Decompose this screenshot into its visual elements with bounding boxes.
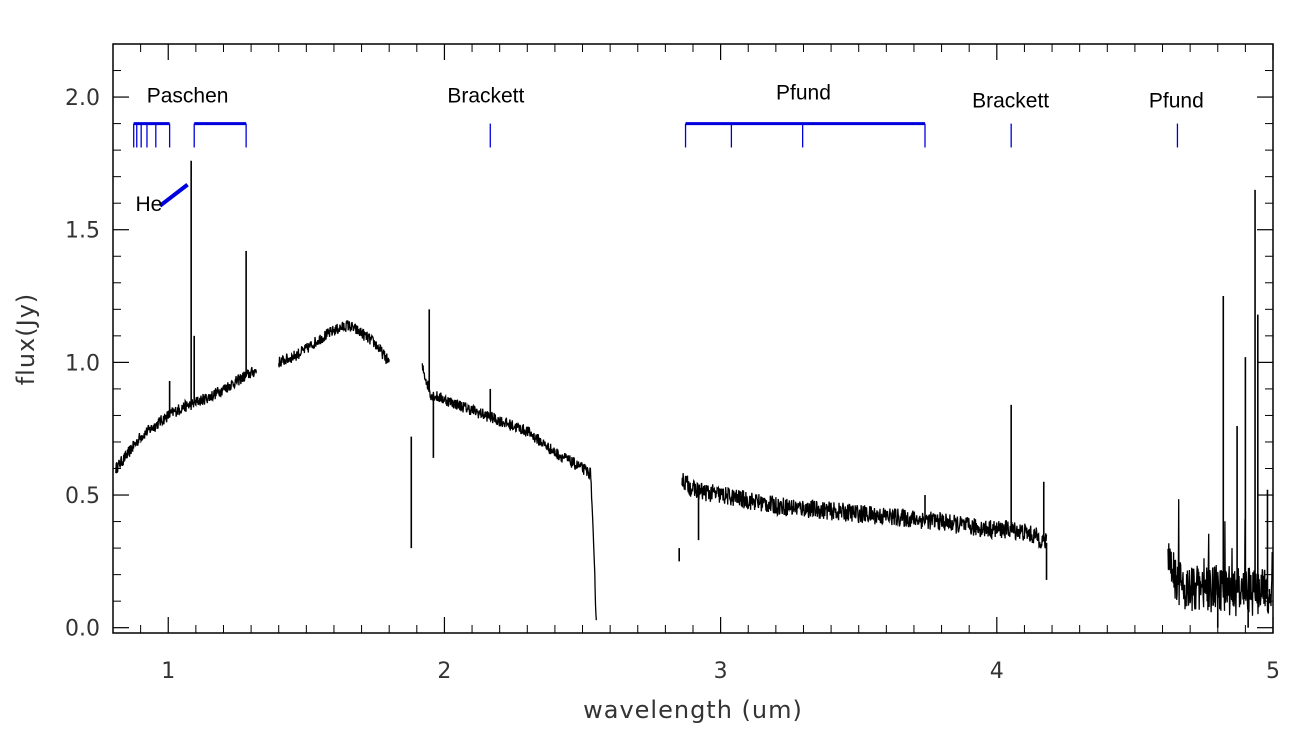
line-series-label: Brackett: [447, 84, 524, 107]
spectrum-segment: [1167, 499, 1274, 617]
spectrum-segment: [681, 473, 1048, 549]
spectrum-segment: [278, 320, 390, 368]
y-tick-label: 1.5: [65, 219, 100, 244]
spectrum-segment: [115, 366, 258, 474]
x-tick-label: 3: [714, 659, 728, 684]
x-tick-label: 2: [437, 659, 451, 684]
line-series-label: Pfund: [776, 82, 831, 105]
line-series-label: Paschen: [147, 84, 229, 107]
spectrum-series: [115, 160, 1274, 628]
y-axis-title: flux(Jy): [12, 293, 40, 386]
y-tick-label: 0.5: [65, 484, 100, 509]
y-tick-label: 2.0: [65, 86, 100, 111]
y-tick-label: 0.0: [65, 617, 100, 642]
x-tick-label: 5: [1266, 659, 1280, 684]
y-tick-label: 1.0: [65, 351, 100, 376]
line-series-label: Pfund: [1149, 90, 1204, 113]
he-label: He: [135, 193, 162, 216]
spectrum-segment: [421, 363, 597, 621]
x-tick-label: 1: [161, 659, 175, 684]
axis-tick-labels: 1 2 3 4 5 0.0 0.5 1.0 1.5 2.0: [65, 86, 1280, 684]
x-tick-label: 4: [990, 659, 1004, 684]
line-markers: Paschen Brackett Pfund Brackett Pfund He: [133, 82, 1204, 216]
axis-ticks: [113, 44, 1274, 633]
line-series-label: Brackett: [972, 90, 1049, 113]
x-axis-title: wavelength (um): [583, 696, 803, 724]
he-pointer: [158, 183, 189, 208]
plot-frame: [112, 43, 1274, 634]
